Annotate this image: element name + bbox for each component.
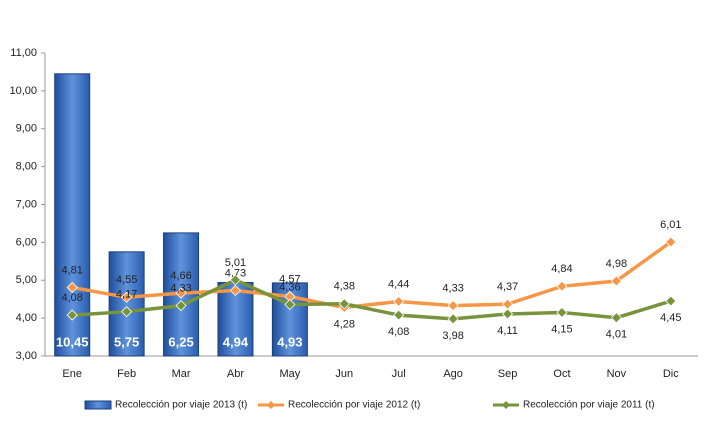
- value-label: 4,38: [334, 281, 355, 293]
- value-label: 3,98: [442, 330, 463, 342]
- y-tick-label: 11,00: [10, 47, 37, 59]
- x-tick-label: Jul: [392, 368, 406, 380]
- marker: [229, 284, 242, 297]
- bar: [54, 73, 91, 357]
- legend-swatch: [84, 400, 112, 410]
- value-label: 4,37: [497, 281, 518, 293]
- value-label: 4,36: [279, 281, 300, 293]
- y-tick-label: 6,00: [16, 236, 37, 248]
- y-tick-label: 9,00: [16, 123, 37, 135]
- value-label: 5,01: [225, 257, 246, 269]
- value-label: 4,11: [497, 325, 518, 337]
- x-tick-label: Jun: [335, 368, 353, 380]
- y-tick-label: 5,00: [16, 274, 37, 286]
- x-tick-label: May: [279, 368, 300, 380]
- legend-label: Recolección por viaje 2013 (t): [115, 400, 247, 411]
- value-label: 4,08: [388, 326, 409, 338]
- y-tick-label: 10,00: [9, 85, 37, 97]
- value-label: 4,17: [116, 289, 137, 301]
- marker: [665, 295, 677, 307]
- x-tick-label: Feb: [117, 368, 136, 380]
- x-tick-label: Sep: [498, 368, 518, 380]
- marker: [610, 275, 622, 287]
- value-label: 4,55: [116, 274, 137, 286]
- value-label: 4,01: [606, 329, 627, 341]
- legend-label: Recolección por viaje 2011 (t): [523, 400, 655, 411]
- bar-value-label: 4,94: [223, 334, 249, 349]
- bar-value-label: 6,25: [168, 334, 193, 349]
- legend-label: Recolección por viaje 2012 (t): [288, 400, 420, 411]
- marker: [66, 309, 78, 321]
- marker: [501, 308, 514, 320]
- marker: [175, 287, 187, 299]
- x-tick-label: Abr: [227, 368, 244, 380]
- marker: [556, 306, 568, 319]
- value-label: 4,28: [334, 318, 355, 330]
- value-label: 4,57: [279, 273, 300, 285]
- x-tick-label: Mar: [172, 368, 191, 380]
- bar: [108, 251, 145, 357]
- marker: [501, 298, 514, 310]
- value-label: 4,84: [551, 263, 572, 275]
- line: [71, 240, 672, 310]
- legend-marker: [267, 401, 275, 409]
- marker: [121, 306, 133, 318]
- marker: [175, 300, 187, 312]
- bar-value-label: 4,93: [277, 334, 302, 349]
- x-tick-label: Ago: [443, 368, 463, 380]
- marker: [610, 312, 622, 324]
- marker: [338, 298, 350, 310]
- marker: [229, 274, 242, 286]
- value-label: 6,01: [660, 219, 681, 231]
- marker: [121, 291, 133, 303]
- y-tick-label: 8,00: [16, 161, 37, 173]
- x-tick-label: Oct: [553, 368, 570, 380]
- bar-value-label: 5,75: [114, 334, 139, 349]
- y-tick-label: 7,00: [16, 198, 37, 210]
- marker: [447, 300, 459, 312]
- value-label: 4,33: [170, 283, 191, 295]
- x-tick-label: Nov: [607, 368, 627, 380]
- marker: [284, 298, 296, 311]
- legend-marker: [502, 401, 510, 409]
- line: [72, 277, 672, 321]
- x-tick-label: Dic: [663, 368, 679, 380]
- value-label: 4,44: [388, 278, 409, 290]
- y-tick-label: 3,00: [16, 350, 37, 362]
- marker: [447, 313, 459, 325]
- bar-value-label: 10,45: [56, 334, 89, 349]
- marker: [393, 309, 405, 321]
- value-label: 4,45: [660, 312, 681, 324]
- marker: [66, 281, 78, 294]
- marker: [393, 295, 405, 308]
- value-label: 4,98: [606, 258, 627, 270]
- x-tick-label: Ene: [62, 368, 82, 380]
- value-label: 4,81: [61, 264, 82, 276]
- y-tick-label: 4,00: [16, 312, 37, 324]
- value-label: 4,33: [442, 283, 463, 295]
- value-label: 4,73: [225, 267, 246, 279]
- value-label: 4,66: [170, 270, 191, 282]
- marker: [556, 280, 568, 292]
- value-label: 4,15: [551, 323, 572, 335]
- marker: [665, 236, 677, 248]
- value-label: 4,08: [61, 292, 82, 304]
